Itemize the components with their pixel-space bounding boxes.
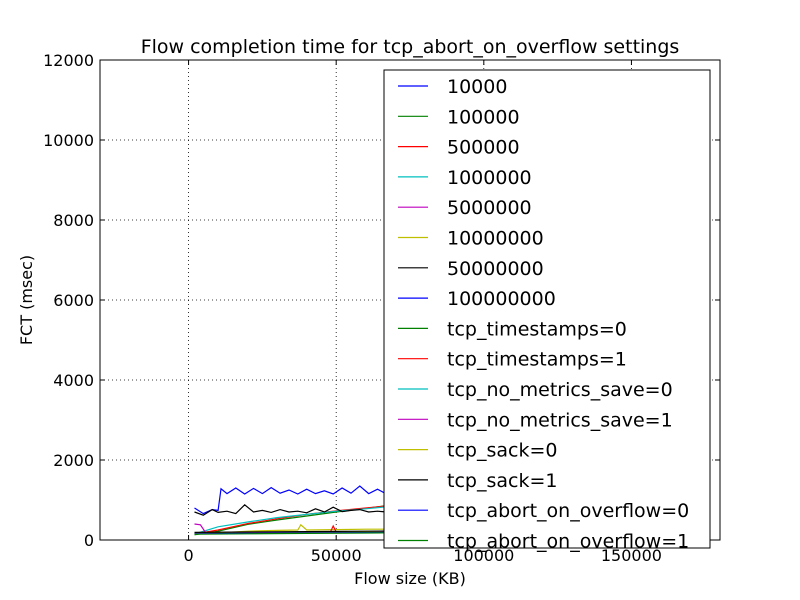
legend-label: 100000 xyxy=(447,106,520,128)
x-tick-label: 100000 xyxy=(453,546,514,565)
legend-label: 10000 xyxy=(447,76,507,98)
series-line xyxy=(194,506,387,535)
series-line xyxy=(194,532,387,535)
legend-label: 10000000 xyxy=(447,228,544,250)
legend-label: tcp_timestamps=1 xyxy=(447,349,627,371)
y-tick-label: 10000 xyxy=(43,131,94,150)
y-tick-label: 12000 xyxy=(43,51,94,70)
legend-label: tcp_timestamps=0 xyxy=(447,318,627,340)
legend-label: 1000000 xyxy=(447,167,532,189)
legend-label: 500000 xyxy=(447,137,520,159)
x-axis-label: Flow size (KB) xyxy=(354,569,466,588)
axis-ticks: 0 50000 100000 150000 0 2000 4000 6000 8000 10000… xyxy=(43,51,720,565)
y-axis-label: FCT (msec) xyxy=(17,255,36,345)
series-layer xyxy=(194,485,387,536)
series-line xyxy=(194,485,387,515)
y-tick-label: 8000 xyxy=(53,211,94,230)
legend-label: tcp_abort_on_overflow=1 xyxy=(447,531,689,553)
legend-label: tcp_abort_on_overflow=0 xyxy=(447,500,689,522)
y-tick-label: 4000 xyxy=(53,371,94,390)
legend: 10000 100000 500000 1000000 5000000 10000000 5… xyxy=(383,69,711,553)
chart-title: Flow completion time for tcp_abort_on_ov… xyxy=(141,36,680,58)
y-tick-label: 0 xyxy=(84,531,94,550)
legend-label: tcp_sack=1 xyxy=(447,470,557,492)
legend-label: tcp_no_metrics_save=1 xyxy=(447,409,673,431)
legend-box xyxy=(383,69,711,549)
x-tick-label: 150000 xyxy=(601,546,662,565)
legend-label: 50000000 xyxy=(447,258,544,280)
y-tick-label: 2000 xyxy=(53,451,94,470)
legend-label: 5000000 xyxy=(447,197,532,219)
legend-label: 100000000 xyxy=(447,288,556,310)
x-tick-label: 50000 xyxy=(311,546,362,565)
y-tick-label: 6000 xyxy=(53,291,94,310)
series-line xyxy=(194,503,387,516)
x-tick-label: 0 xyxy=(183,546,193,565)
legend-label: tcp_no_metrics_save=0 xyxy=(447,379,673,401)
legend-label: tcp_sack=0 xyxy=(447,440,557,462)
series-line xyxy=(194,530,387,534)
